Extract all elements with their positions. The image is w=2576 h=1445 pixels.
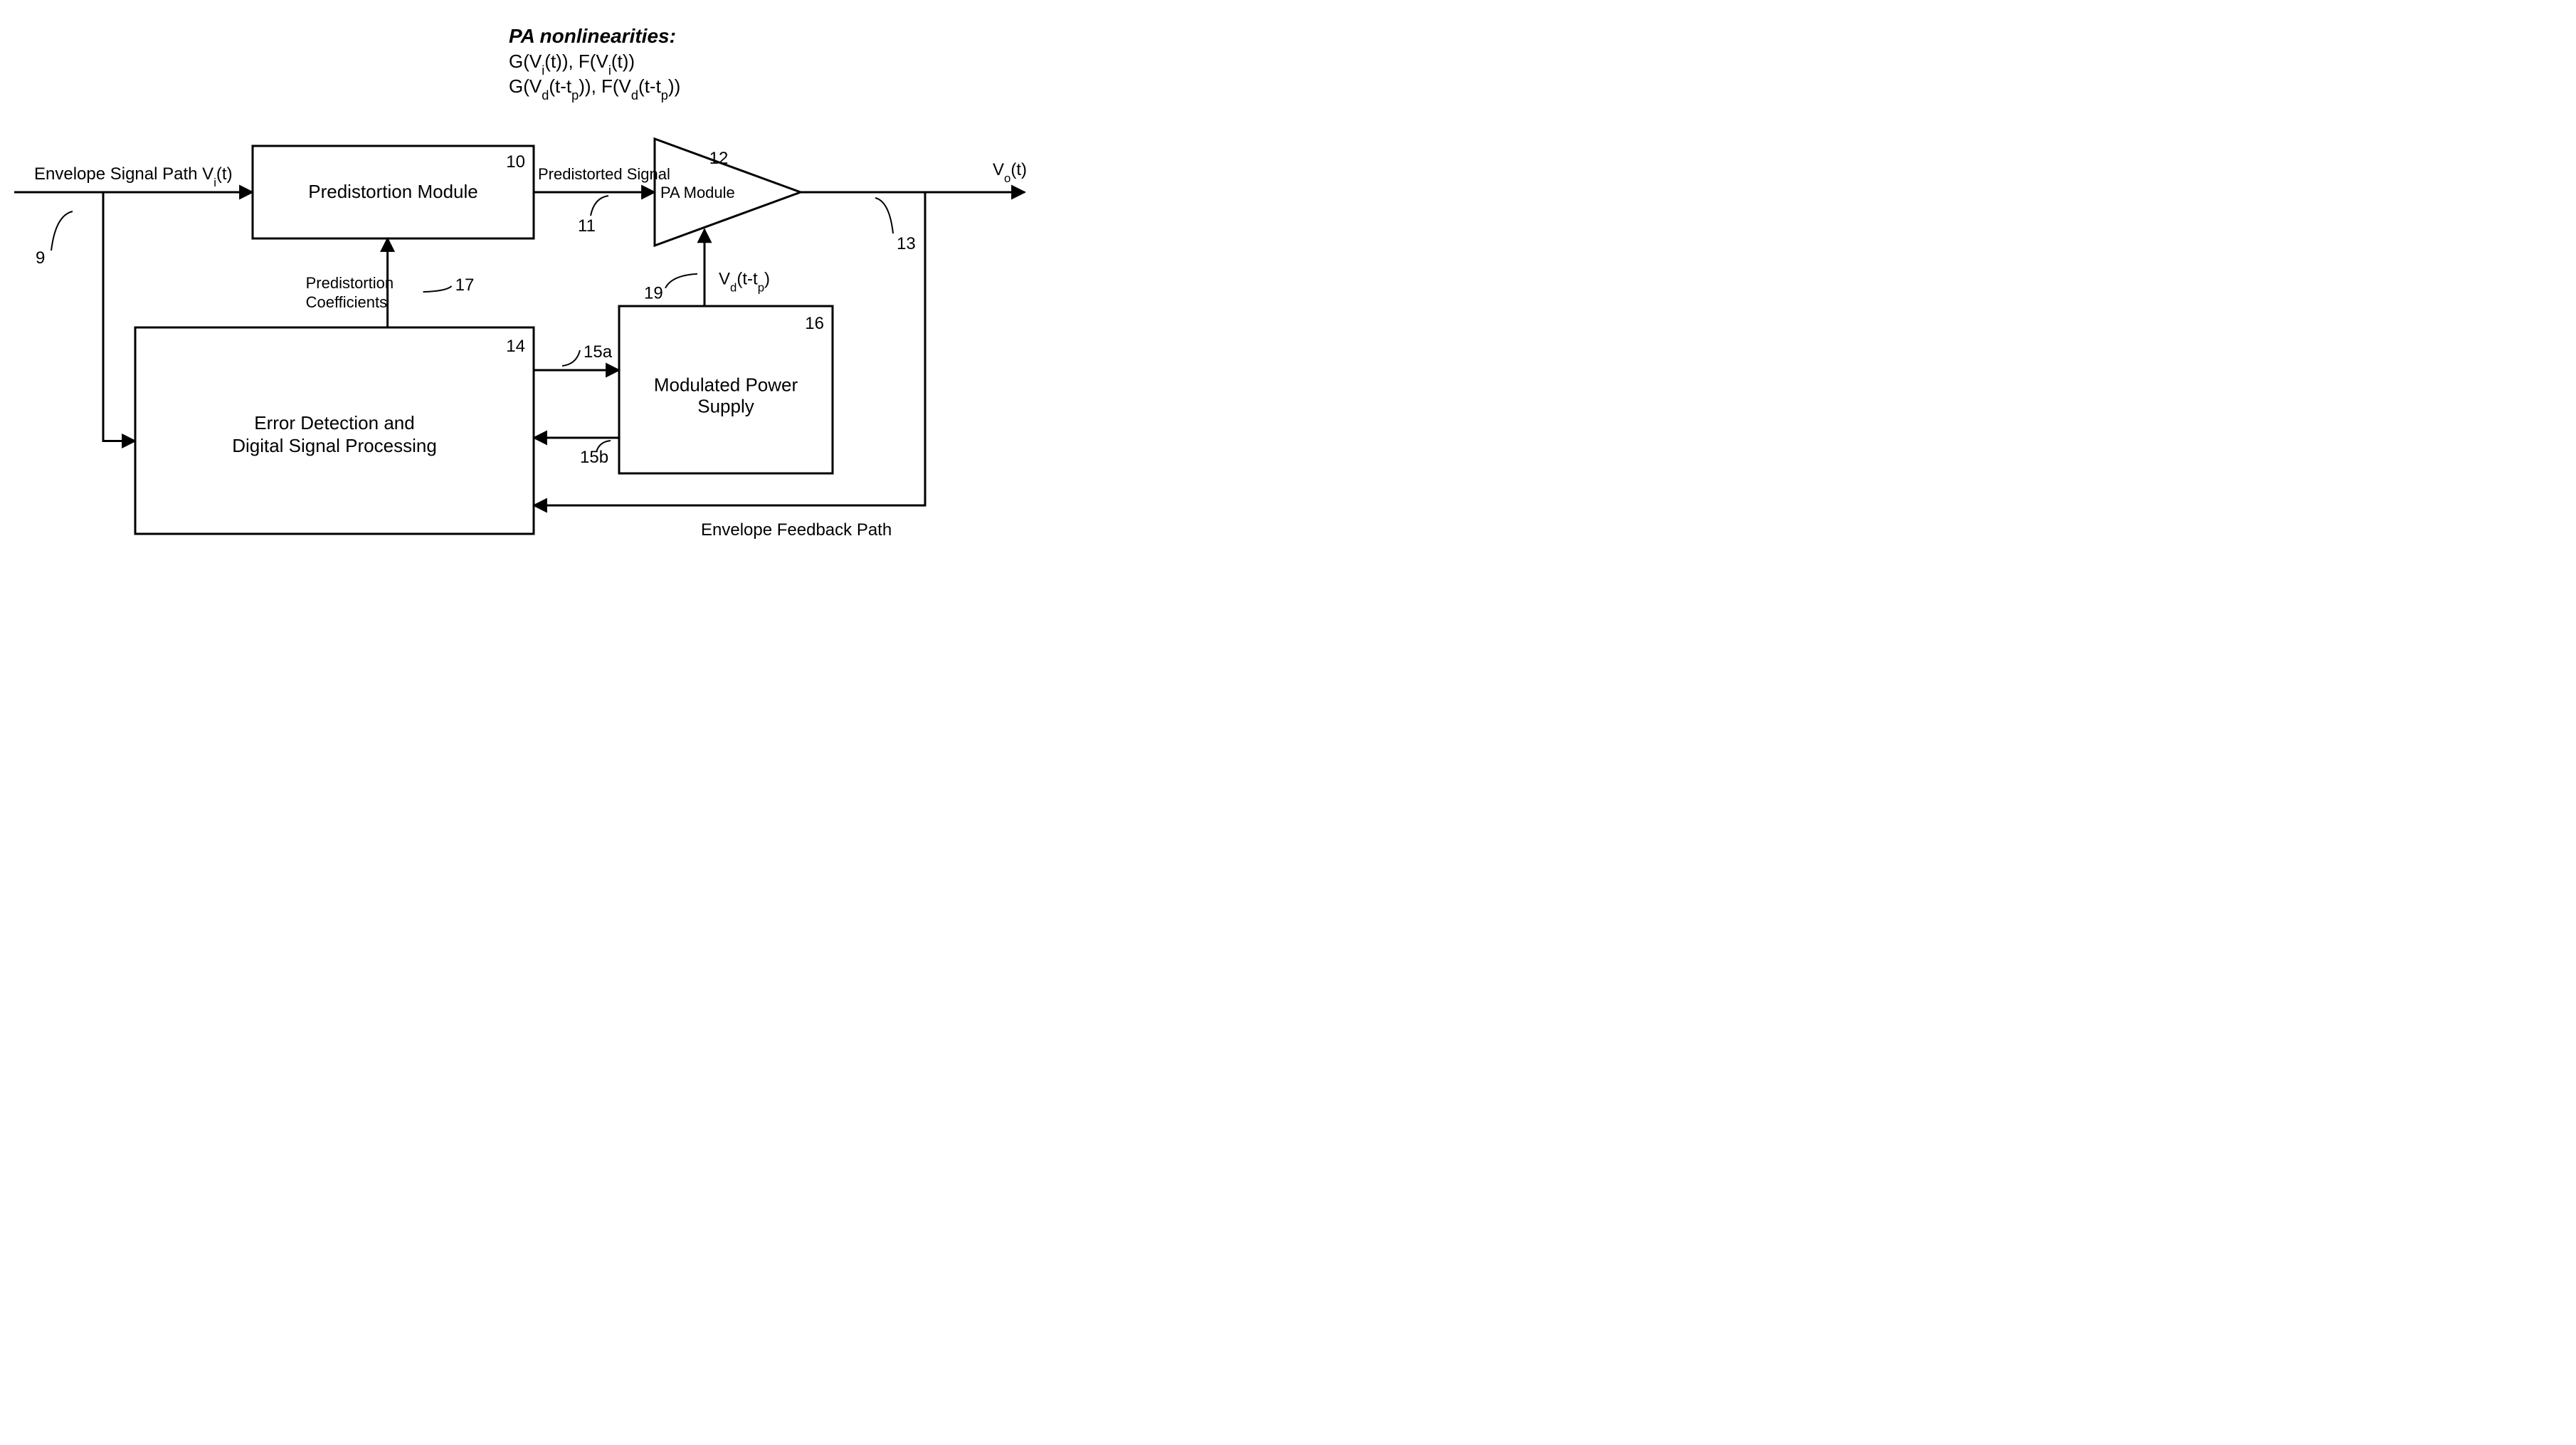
predistortion-module-label: Predistortion Module bbox=[308, 181, 477, 202]
ref-13: 13 bbox=[897, 234, 916, 253]
label-coeffs-2: Coefficients bbox=[306, 293, 388, 311]
label-input: Envelope Signal Path Vi(t) bbox=[34, 164, 233, 189]
ref-11: 11 bbox=[578, 216, 596, 236]
ref-12: 12 bbox=[709, 149, 729, 168]
lead-13 bbox=[875, 198, 893, 233]
lead-9 bbox=[51, 211, 73, 251]
ref-19: 19 bbox=[644, 284, 663, 303]
label-predistorted: Predistorted Signal bbox=[538, 165, 670, 183]
pa-nonlin-line1: G(Vi(t)), F(Vi(t)) bbox=[509, 51, 635, 78]
label-feedback: Envelope Feedback Path bbox=[701, 520, 892, 540]
ref-17: 17 bbox=[455, 275, 475, 295]
label-output: Vo(t) bbox=[993, 160, 1027, 185]
pa-nonlin-line2: G(Vd(t-tp)), F(Vd(t-tp)) bbox=[509, 75, 680, 103]
lead-11 bbox=[591, 196, 608, 216]
edsp-label-2: Digital Signal Processing bbox=[232, 435, 437, 456]
edsp-label-1: Error Detection and bbox=[254, 412, 414, 434]
label-coeffs-1: Predistortion bbox=[306, 274, 394, 292]
ref-15a: 15a bbox=[584, 342, 613, 362]
mps-label-2: Supply bbox=[697, 396, 754, 417]
lead-17 bbox=[423, 286, 452, 292]
ref-16: 16 bbox=[805, 314, 824, 333]
ref-10: 10 bbox=[506, 152, 525, 172]
lead-15a bbox=[562, 350, 580, 366]
mps-label-1: Modulated Power bbox=[654, 374, 798, 396]
label-vd: Vd(t-tp) bbox=[719, 270, 770, 295]
pa-nonlinearities-title: PA nonlinearities: bbox=[509, 25, 676, 47]
ref-15b: 15b bbox=[580, 448, 608, 467]
lead-19 bbox=[665, 274, 697, 288]
wire-input-tap bbox=[103, 192, 135, 441]
ref-14: 14 bbox=[506, 337, 525, 356]
pa-module-label: PA Module bbox=[660, 184, 735, 201]
ref-9: 9 bbox=[36, 248, 45, 268]
